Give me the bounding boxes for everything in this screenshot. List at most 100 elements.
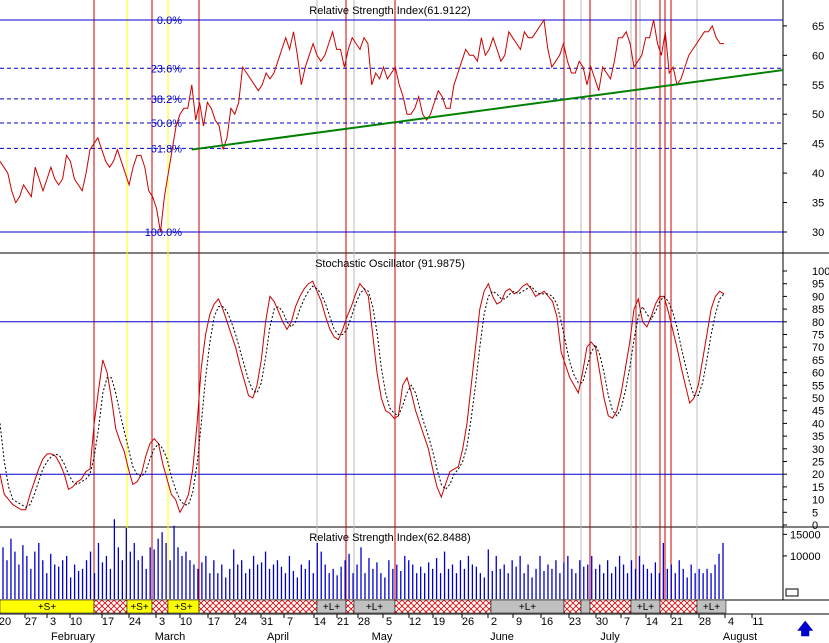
signal-band-hatch — [93, 599, 128, 614]
rsi-panel: 0.0% 23.6% 38.2% 50.0% 61.8% 100.0% 30 35 40 45 50… — [0, 5, 824, 239]
signal-band-label: +L+ — [323, 602, 340, 613]
stochastic-tick-label: 30 — [812, 444, 824, 456]
stochastic-tick-label: 75 — [812, 330, 824, 342]
date-day-label: 11 — [752, 616, 763, 628]
signal-band-hatch — [589, 599, 632, 614]
fib-level-label: 50.0% — [151, 118, 182, 130]
date-month-label: July — [600, 631, 620, 643]
stochastic-tick-label: 5 — [812, 507, 818, 519]
date-month-label: February — [51, 631, 96, 643]
rsi-tick-label: 30 — [812, 227, 824, 239]
date-day-label: 19 — [433, 616, 445, 628]
stochastic-tick-label: 80 — [812, 317, 824, 329]
stochastic-tick-label: 85 — [812, 304, 824, 316]
stochastic-title: Stochastic Oscillator (91.9875) — [315, 258, 465, 270]
date-day-label: 7 — [624, 616, 630, 628]
fib-level-label: 100.0% — [145, 227, 183, 239]
stochastic-tick-label: 60 — [812, 368, 824, 380]
date-day-label: 5 — [386, 616, 392, 628]
rsi-title: Relative Strength Index(61.9122) — [309, 5, 470, 17]
rsi-trendline — [191, 69, 784, 151]
stochastic-tick-label: 0 — [812, 520, 818, 532]
stochastic-tick-label: 25 — [812, 457, 824, 469]
date-day-label: 4 — [728, 616, 734, 628]
volume-scale-box — [785, 588, 799, 597]
date-day-label: 21 — [671, 616, 683, 628]
date-day-label: 7 — [287, 616, 293, 628]
stochastic-tick-label: 95 — [812, 279, 824, 291]
signal-band-hatch — [563, 599, 582, 614]
date-day-label: 9 — [516, 616, 522, 628]
stochastic-tick-label: 65 — [812, 355, 824, 367]
panel-frames — [0, 0, 829, 615]
date-day-label: 30 — [596, 616, 608, 628]
date-month-label: June — [490, 631, 514, 643]
signal-band-label: +S+ — [130, 602, 149, 613]
fib-level-label: 61.8% — [151, 143, 182, 155]
signal-band-label: +L+ — [703, 602, 720, 613]
up-arrow-icon[interactable]: 🡅 — [797, 619, 814, 638]
stochastic-tick-label: 20 — [812, 469, 824, 481]
date-day-label: 23 — [569, 616, 581, 628]
signal-band-gray — [580, 599, 591, 614]
signal-band-label: +L+ — [366, 602, 383, 613]
date-day-label: 26 — [462, 616, 474, 628]
stochastic-tick-label: 10 — [812, 495, 824, 507]
date-month-label: April — [267, 631, 289, 643]
rsi-tick-label: 35 — [812, 198, 824, 210]
signal-band-gray — [696, 599, 727, 614]
date-month-label: August — [723, 631, 757, 643]
date-day-label: 27 — [25, 616, 37, 628]
stochastic-k-line — [0, 280, 725, 514]
date-day-label: 21 — [337, 616, 349, 628]
stochastic-tick-label: 70 — [812, 342, 824, 354]
date-month-label: May — [372, 631, 393, 643]
rsi-tick-label: 45 — [812, 139, 824, 151]
date-day-label: 3 — [50, 616, 56, 628]
date-axis: 20 27 3 10 17 24 3 10 17 24 31 7 14 21 28 5 12 19 26 2 9 16 23… — [0, 614, 764, 643]
date-day-label: 14 — [646, 616, 658, 628]
stochastic-tick-label: 40 — [812, 418, 824, 430]
date-day-label: 14 — [314, 616, 326, 628]
date-day-label: 16 — [541, 616, 553, 628]
date-day-label: 24 — [129, 616, 141, 628]
signal-band-label: +L+ — [519, 602, 536, 613]
fib-level-label: 38.2% — [151, 94, 182, 106]
date-day-label: 17 — [102, 616, 114, 628]
fib-level-label: 23.6% — [151, 63, 182, 75]
date-day-label: 12 — [409, 616, 421, 628]
signal-band-label: +S+ — [174, 602, 193, 613]
signal-band-hatch — [659, 599, 698, 614]
stochastic-tick-label: 15 — [812, 482, 824, 494]
volume-tick-label: 10000 — [790, 551, 821, 563]
date-day-label: 3 — [159, 616, 165, 628]
date-day-label: 10 — [70, 616, 82, 628]
signal-band-hatch — [198, 599, 318, 614]
date-day-label: 20 — [0, 616, 11, 628]
stochastic-tick-label: 100 — [812, 266, 829, 278]
volume-title: Relative Strength Index(62.8488) — [309, 532, 470, 544]
stochastic-tick-label: 55 — [812, 380, 824, 392]
date-day-label: 31 — [261, 616, 273, 628]
stochastic-panel: 0510152025303540455055606570758085909510… — [0, 258, 829, 532]
stochastic-tick-label: 90 — [812, 291, 824, 303]
rsi-tick-label: 55 — [812, 80, 824, 92]
signal-band-label: +L+ — [637, 602, 654, 613]
stochastic-tick-label: 50 — [812, 393, 824, 405]
date-day-label: 2 — [491, 616, 497, 628]
fib-level-label: 0.0% — [157, 15, 182, 27]
volume-panel: 10000 15000 Relative Strength Index(62.848… — [2, 519, 821, 599]
date-month-label: March — [155, 631, 186, 643]
volume-tick-label: 15000 — [790, 529, 821, 541]
date-day-label: 24 — [235, 616, 247, 628]
date-day-label: 28 — [358, 616, 370, 628]
signal-vertical-lines — [93, 0, 698, 600]
signal-band-hatch — [151, 599, 169, 614]
signal-bands: +S+ +S+ +S+ +L+ +L+ +L+ +L+ +L+ — [0, 599, 727, 614]
rsi-tick-label: 50 — [812, 109, 824, 121]
rsi-tick-label: 40 — [812, 168, 824, 180]
stochastic-tick-label: 45 — [812, 406, 824, 418]
rsi-tick-label: 65 — [812, 21, 824, 33]
stochastic-tick-label: 35 — [812, 431, 824, 443]
